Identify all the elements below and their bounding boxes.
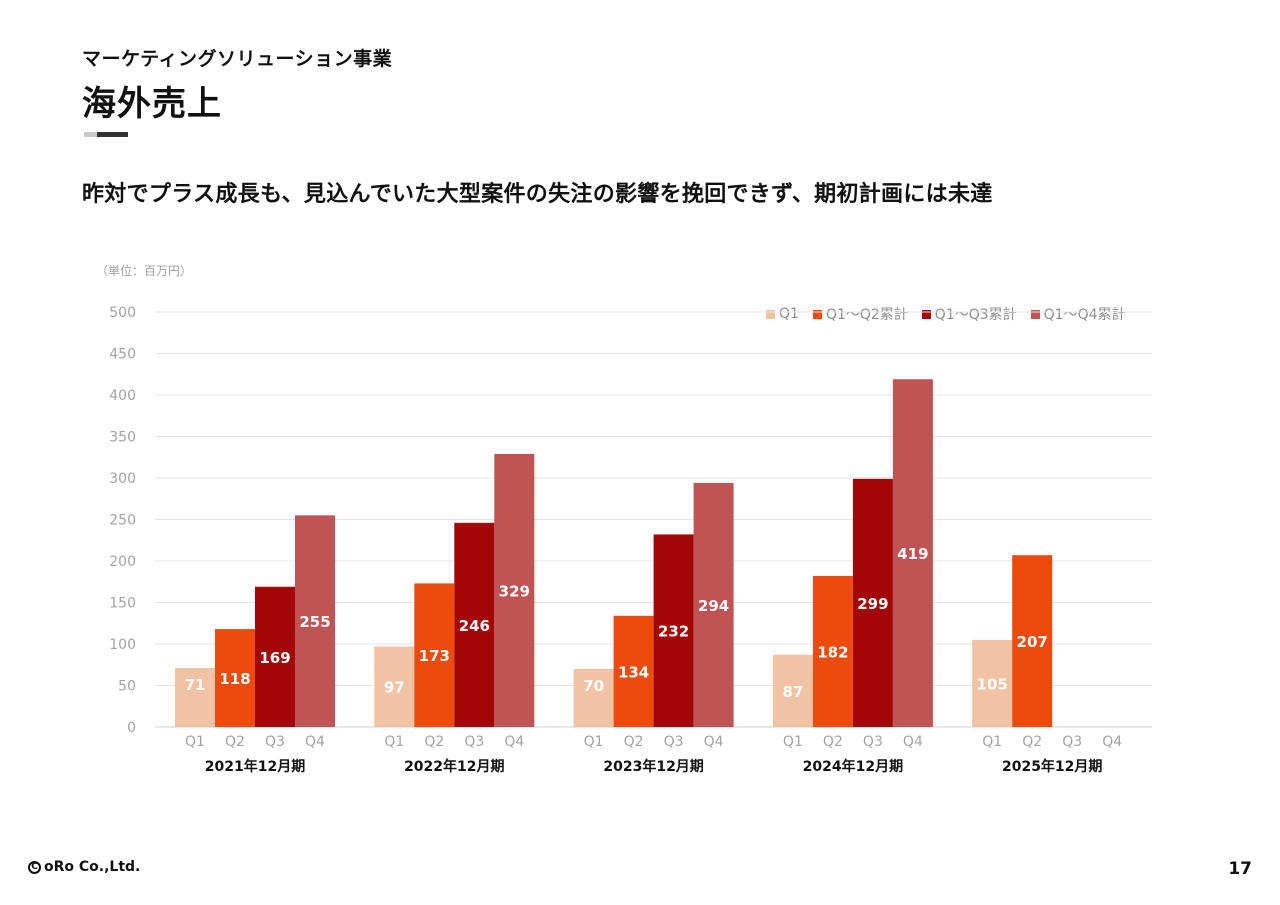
copyright: C oRo Co.,Ltd. (28, 859, 140, 875)
y-tick-label: 200 (109, 554, 136, 570)
bar (852, 478, 893, 727)
bar (215, 629, 255, 727)
page-title: 海外売上 (82, 84, 222, 124)
x-tick-label: Q3 (664, 734, 684, 750)
x-tick-label: Q1 (584, 734, 604, 750)
legend-swatch-q1-q4 (1030, 309, 1040, 319)
headline: 昨対でプラス成長も、見込んでいた大型案件の失注の影響を挽回できず、期初計画には未… (82, 182, 993, 207)
copyright-icon: C (28, 860, 41, 874)
legend-swatch-q1-q2 (812, 309, 822, 319)
bar (892, 379, 933, 727)
bar (175, 668, 215, 727)
group-label: 2022年12月期 (404, 758, 504, 775)
x-tick-label: Q3 (863, 734, 883, 750)
y-tick-label: 0 (127, 720, 136, 736)
x-tick-label: Q3 (265, 734, 285, 750)
y-tick-label: 500 (109, 305, 136, 321)
x-tick-label: Q1 (783, 734, 803, 750)
x-tick-label: Q4 (704, 734, 724, 750)
x-tick-label: Q4 (504, 734, 524, 750)
bar (812, 575, 853, 727)
bar (255, 586, 295, 727)
data-label: 299 (857, 595, 888, 613)
legend-label-q1: Q1 (779, 306, 799, 322)
data-label: 419 (897, 545, 928, 563)
y-tick-label: 300 (109, 471, 136, 487)
legend-swatch-q1-q3 (921, 309, 931, 319)
title-underline-light (84, 132, 97, 137)
data-label: 105 (977, 675, 1008, 693)
data-label: 173 (419, 647, 450, 665)
data-label: 182 (817, 643, 848, 661)
data-label: 232 (658, 623, 689, 641)
data-label: 255 (299, 613, 330, 631)
bar (295, 515, 335, 727)
bar (613, 615, 654, 727)
x-tick-label: Q2 (1022, 734, 1042, 750)
bar (1012, 555, 1053, 727)
bar (772, 654, 813, 727)
x-tick-label: Q4 (1102, 734, 1122, 750)
bar (454, 522, 495, 727)
bar (653, 534, 694, 727)
legend-item-q1-q4: Q1〜Q4累計 (1030, 304, 1126, 324)
x-tick-label: Q3 (464, 734, 484, 750)
x-tick-label: Q2 (624, 734, 644, 750)
group-label: 2024年12月期 (803, 758, 903, 775)
section-label: マーケティングソリューション事業 (82, 48, 393, 70)
data-label: 118 (219, 670, 250, 688)
legend-label-q1-q2: Q1〜Q2累計 (825, 307, 908, 323)
data-label: 329 (499, 582, 530, 600)
bar (414, 583, 455, 727)
x-tick-label: Q4 (305, 734, 325, 750)
title-underline-dark (97, 132, 128, 137)
legend-swatch-q1 (766, 309, 775, 319)
legend-label-q1-q4: Q1〜Q4累計 (1043, 307, 1126, 323)
data-label: 294 (698, 597, 729, 615)
legend-item-q1: Q1 (766, 306, 799, 322)
data-label: 70 (583, 677, 604, 695)
x-tick-label: Q2 (823, 734, 843, 750)
bar (494, 453, 535, 727)
data-label: 169 (259, 649, 290, 667)
y-tick-label: 100 (109, 637, 136, 653)
data-label: 97 (384, 679, 405, 697)
data-label: 71 (185, 676, 206, 694)
y-tick-label: 50 (118, 679, 136, 695)
x-tick-label: Q1 (384, 734, 404, 750)
bar (972, 639, 1013, 727)
x-tick-label: Q4 (903, 734, 923, 750)
y-tick-label: 450 (109, 347, 136, 363)
bar (573, 668, 614, 727)
title-underline (84, 132, 128, 137)
x-tick-label: Q1 (185, 734, 205, 750)
x-tick-label: Q2 (424, 734, 444, 750)
x-tick-label: Q2 (225, 734, 245, 750)
y-tick-label: 150 (109, 596, 136, 612)
bar (374, 646, 415, 727)
legend-item-q1-q2: Q1〜Q2累計 (812, 304, 908, 324)
data-label: 207 (1017, 633, 1048, 651)
page-number: 17 (1228, 859, 1252, 879)
legend-item-q1-q3: Q1〜Q3累計 (921, 304, 1017, 324)
legend-label-q1-q3: Q1〜Q3累計 (934, 307, 1017, 323)
data-label: 134 (618, 663, 649, 681)
group-label: 2021年12月期 (205, 758, 305, 775)
bar (693, 482, 734, 727)
chart-legend: Q1 Q1〜Q2累計 Q1〜Q3累計 Q1〜Q4累計 (766, 304, 1126, 324)
group-label: 2025年12月期 (1002, 758, 1102, 775)
y-tick-label: 250 (109, 513, 136, 529)
chart-unit-label: （単位：百万円） (96, 264, 193, 278)
data-label: 87 (782, 683, 803, 701)
group-label: 2023年12月期 (603, 758, 703, 775)
y-tick-label: 400 (109, 388, 136, 404)
company-name: oRo Co.,Ltd. (44, 859, 141, 875)
y-tick-label: 350 (109, 430, 136, 446)
x-tick-label: Q1 (982, 734, 1002, 750)
data-label: 246 (459, 617, 490, 635)
x-tick-label: Q3 (1062, 734, 1082, 750)
